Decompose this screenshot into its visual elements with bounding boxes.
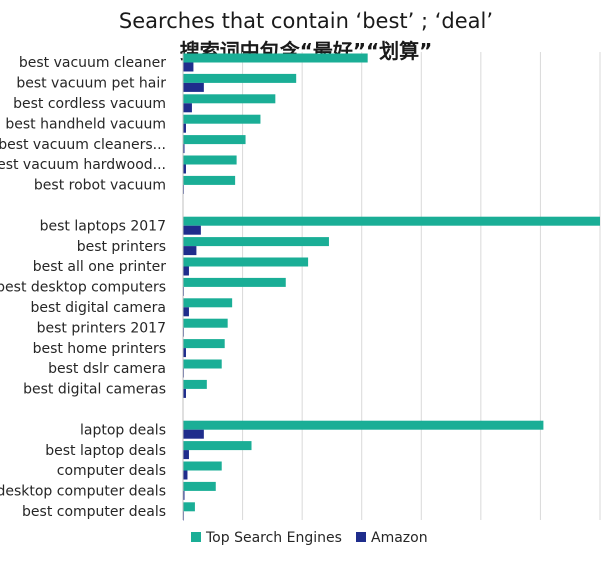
bar-amazon xyxy=(183,388,186,398)
bar-top-search-engines xyxy=(183,441,252,451)
bar-top-search-engines xyxy=(183,155,237,165)
bar-top-search-engines xyxy=(183,53,368,63)
bar-top-search-engines xyxy=(183,135,246,145)
category-label: best computer deals xyxy=(22,504,166,520)
category-label: best handheld vacuum xyxy=(5,116,166,132)
category-label: best robot vacuum xyxy=(34,178,166,194)
bar-top-search-engines xyxy=(183,379,207,389)
category-label: best printers xyxy=(77,239,166,255)
bar-top-search-engines xyxy=(183,175,236,185)
bar-amazon xyxy=(183,429,204,439)
category-label: best vacuum cleaners... xyxy=(0,137,166,153)
bar-top-search-engines xyxy=(183,73,297,83)
bar-top-search-engines xyxy=(183,318,228,328)
legend-swatch xyxy=(191,532,201,542)
bar-amazon xyxy=(183,225,201,235)
chart-title: Searches that contain ‘best’ ; ‘deal’ xyxy=(118,9,494,33)
category-label: best all one printer xyxy=(33,259,167,275)
category-label: laptop deals xyxy=(80,422,166,438)
category-label: best home printers xyxy=(33,341,166,357)
bar-amazon xyxy=(183,470,188,480)
bar-top-search-engines xyxy=(183,216,600,226)
bar-top-search-engines xyxy=(183,339,225,349)
bar-top-search-engines xyxy=(183,257,309,267)
bar-amazon xyxy=(183,144,185,154)
bar-amazon xyxy=(183,246,197,256)
category-label: best digital cameras xyxy=(23,382,166,398)
legend-label: Top Search Engines xyxy=(205,530,342,546)
bar-top-search-engines xyxy=(183,237,329,247)
bar-top-search-engines xyxy=(183,298,233,308)
category-label: best dslr camera xyxy=(48,361,166,377)
bar-top-search-engines xyxy=(183,359,222,369)
bar-amazon xyxy=(183,490,185,500)
category-label: best digital camera xyxy=(30,300,166,316)
category-label: best vacuum cleaner xyxy=(19,55,166,71)
bar-top-search-engines xyxy=(183,277,286,287)
bar-top-search-engines xyxy=(183,502,195,512)
legend-swatch xyxy=(356,532,366,542)
legend-label: Amazon xyxy=(371,530,428,546)
bar-top-search-engines xyxy=(183,420,544,430)
category-label: desktop computer deals xyxy=(0,484,166,500)
category-label: best printers 2017 xyxy=(37,320,166,336)
bar-amazon xyxy=(183,103,192,113)
category-label: computer deals xyxy=(57,463,166,479)
bar-amazon xyxy=(183,62,194,72)
bar-amazon xyxy=(183,307,189,317)
bar-top-search-engines xyxy=(183,481,216,491)
bar-amazon xyxy=(183,164,186,174)
bar-amazon xyxy=(183,123,186,133)
category-label: best laptops 2017 xyxy=(40,218,166,234)
bar-top-search-engines xyxy=(183,114,261,124)
category-label: best desktop computers xyxy=(0,280,166,296)
category-label: best cordless vacuum xyxy=(13,96,166,112)
bar-amazon xyxy=(183,266,189,276)
category-label: best vacuum hardwood... xyxy=(0,157,166,173)
bar-amazon xyxy=(183,450,189,460)
bar-top-search-engines xyxy=(183,94,276,104)
category-label: best vacuum pet hair xyxy=(16,76,166,92)
bar-top-search-engines xyxy=(183,461,222,471)
bar-amazon xyxy=(183,348,186,358)
bar-amazon xyxy=(183,82,204,92)
category-label: best laptop deals xyxy=(45,443,166,459)
